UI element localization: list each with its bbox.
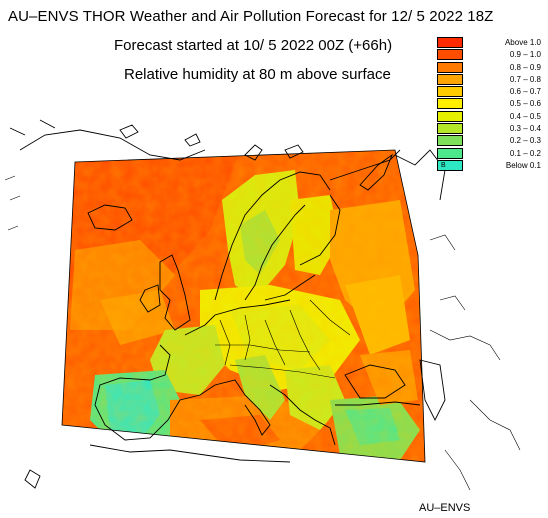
legend-label: Above 1.0	[504, 38, 541, 47]
legend-swatch	[437, 147, 463, 159]
legend-row: 0.4 – 0.5	[437, 110, 545, 123]
legend-label: 0.3 – 0.4	[509, 124, 541, 134]
legend-swatch	[437, 73, 463, 85]
legend-row: 0.5 – 0.6	[437, 98, 545, 110]
field-description-subtitle: Relative humidity at 80 m above surface	[124, 66, 391, 83]
legend-swatch	[437, 123, 463, 135]
legend-swatch	[437, 37, 463, 48]
legend-row: 0.7 – 0.8	[437, 73, 545, 86]
legend-row: B Below 0.1	[437, 159, 545, 172]
legend-label: 0.9 – 1.0	[509, 50, 541, 60]
legend-label: Below 0.1	[505, 160, 541, 170]
humidity-field	[62, 150, 425, 462]
legend-row: 0.6 – 0.7	[437, 86, 545, 98]
legend-row: 0.3 – 0.4	[437, 123, 545, 135]
brand-label: AU–ENVS	[419, 502, 471, 514]
legend-label: 0.2 – 0.3	[509, 136, 541, 146]
legend-swatch: B	[437, 159, 463, 171]
legend-row: 0.2 – 0.3	[437, 135, 545, 147]
legend-row: 0.1 – 0.2	[437, 147, 545, 160]
legend-label: 0.7 – 0.8	[509, 74, 541, 84]
legend-row: 0.8 – 0.9	[437, 61, 545, 74]
forecast-start-subtitle: Forecast started at 10/ 5 2022 00Z (+66h…	[114, 37, 393, 54]
map-title: AU–ENVS THOR Weather and Air Pollution F…	[8, 8, 494, 25]
legend-swatch	[437, 61, 463, 73]
legend-below-marker: B	[441, 161, 446, 169]
color-legend: Above 1.0 0.9 – 1.0 0.8 – 0.9 0.7 – 0.8 0.6 …	[437, 37, 545, 172]
legend-swatch	[437, 86, 463, 98]
legend-label: 0.1 – 0.2	[509, 148, 541, 158]
legend-row: Above 1.0	[437, 37, 545, 49]
legend-label: 0.4 – 0.5	[509, 111, 541, 121]
legend-swatch	[437, 135, 463, 147]
legend-swatch	[437, 49, 463, 61]
legend-label: 0.5 – 0.6	[509, 99, 541, 109]
forecast-domain-outline	[61, 149, 426, 463]
legend-label: 0.6 – 0.7	[509, 87, 541, 97]
legend-swatch	[437, 98, 463, 110]
legend-label: 0.8 – 0.9	[509, 62, 541, 72]
coastlines	[4, 119, 521, 491]
legend-swatch	[437, 110, 463, 122]
legend-row: 0.9 – 1.0	[437, 49, 545, 61]
